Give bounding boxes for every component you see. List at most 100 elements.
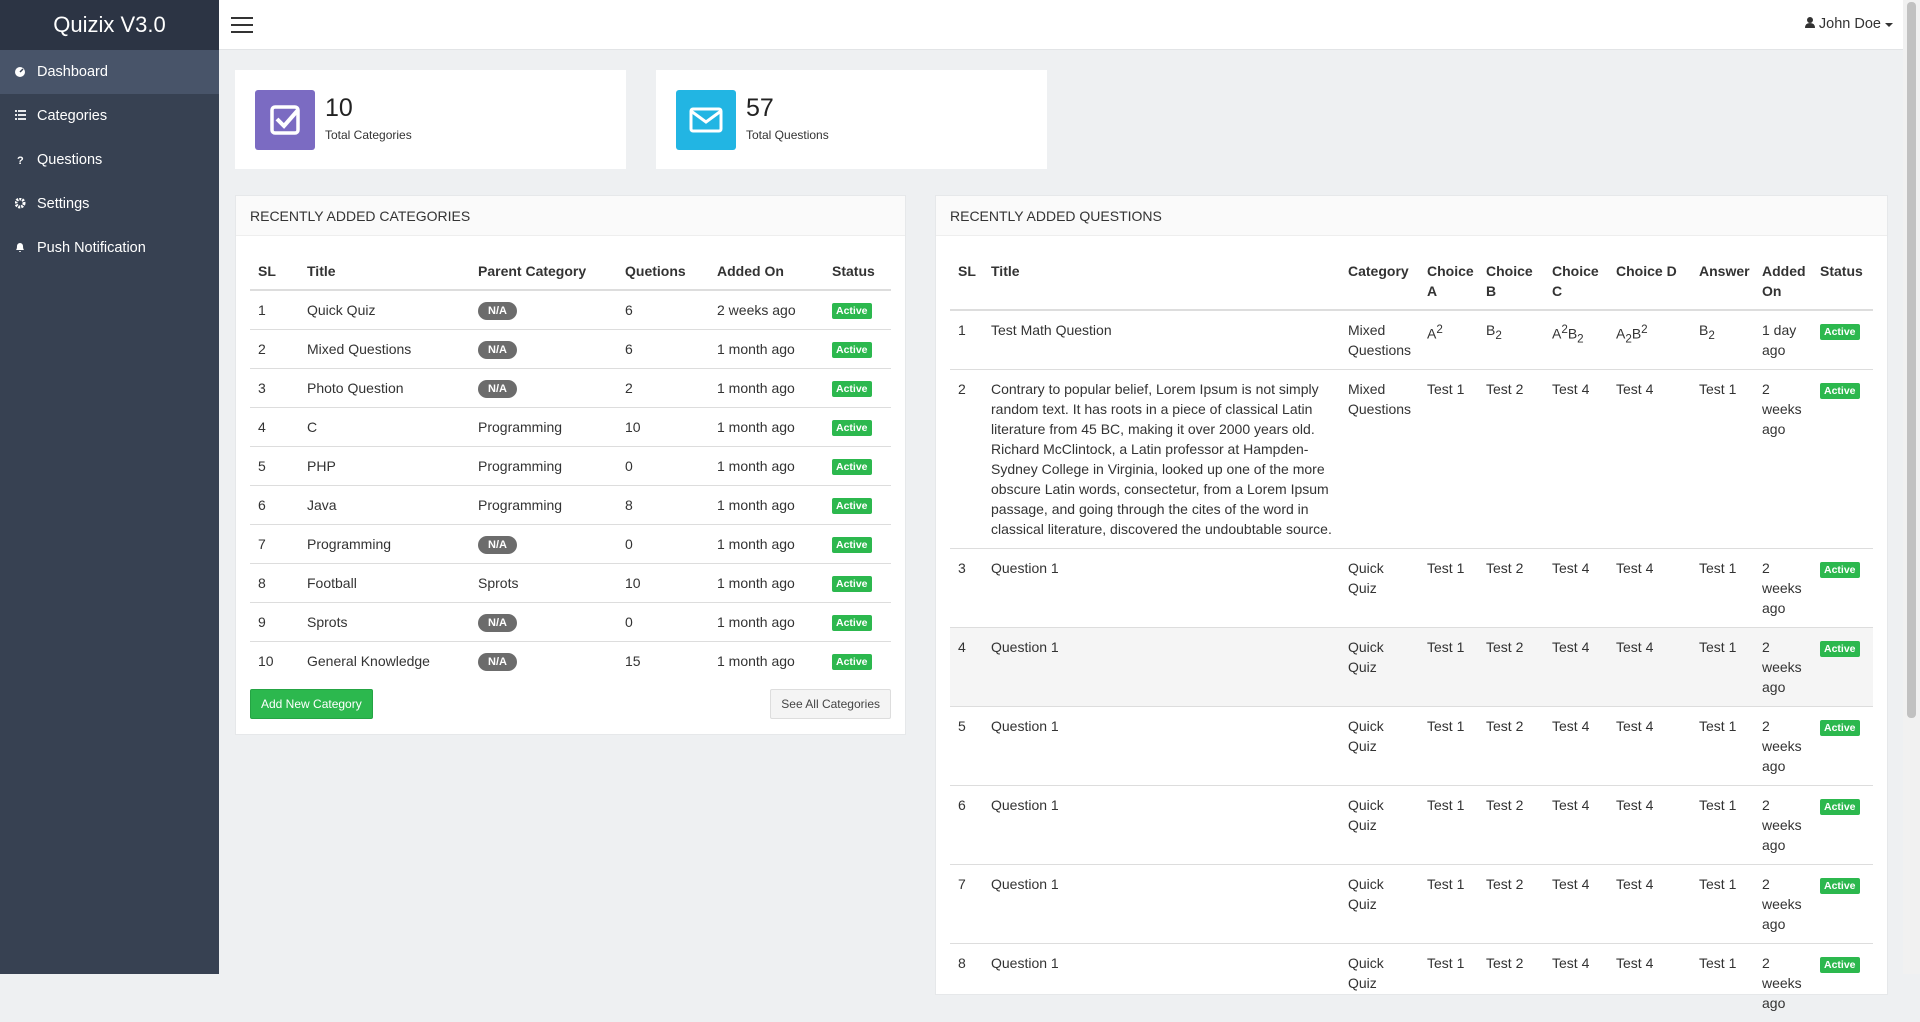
menu-toggle[interactable] [231, 16, 253, 34]
cell-text: Question 1 [991, 560, 1059, 576]
cell-text: 1 month ago [717, 575, 795, 591]
status-badge: Active [832, 654, 872, 670]
table-cell: A2B2 [1608, 310, 1691, 370]
cell-text: 10 [625, 419, 641, 435]
table-cell: 6 [950, 786, 983, 865]
nav-label: Categories [37, 108, 107, 124]
table-cell: Contrary to popular belief, Lorem Ipsum … [983, 370, 1340, 549]
badge: N/A [478, 341, 517, 359]
cell-text: B [1486, 322, 1495, 338]
table-cell: Question 1 [983, 944, 1340, 1022]
table-cell: Programming [470, 408, 617, 447]
table-cell: Quick Quiz [299, 290, 470, 330]
table-cell: 0 [617, 447, 709, 486]
cell-text: 10 [625, 575, 641, 591]
table-cell: N/A [470, 330, 617, 369]
cell-text: 6 [958, 797, 966, 813]
scroll-thumb[interactable] [1907, 2, 1916, 718]
nav-item[interactable]: Push Notification [0, 226, 219, 270]
cell-text: Test 1 [1699, 876, 1736, 892]
badge: N/A [478, 653, 517, 671]
cell-text: Test 4 [1616, 876, 1653, 892]
nav-item[interactable]: Dashboard [0, 50, 219, 94]
table-cell: 2 [617, 369, 709, 408]
add-category-button[interactable]: Add New Category [250, 689, 373, 719]
table-cell: Active [824, 564, 891, 603]
table-cell: Mixed Questions [1340, 370, 1419, 549]
cell-text: 2 [1641, 323, 1647, 336]
table-cell: Test 4 [1608, 707, 1691, 786]
cell-text: 7 [258, 536, 266, 552]
table-cell: 1 [250, 290, 299, 330]
cell-text: 6 [258, 497, 266, 513]
table-cell: Quick Quiz [1340, 628, 1419, 707]
table-cell: 3 [250, 369, 299, 408]
cell-text: Test 2 [1486, 381, 1523, 397]
table-cell: Active [1812, 628, 1873, 707]
table-cell: Programming [470, 486, 617, 525]
cell-text: C [307, 419, 317, 435]
cell-text: Test 1 [1699, 560, 1736, 576]
cell-text: A [1552, 326, 1561, 342]
table-cell: Active [824, 525, 891, 564]
nav-item[interactable]: ?Questions [0, 138, 219, 182]
status-badge: Active [832, 303, 872, 319]
table-cell: 15 [617, 642, 709, 681]
nav-icon: ? [15, 154, 26, 166]
table-cell: Test 4 [1544, 707, 1608, 786]
table-cell: 2 weeks ago [1754, 786, 1812, 865]
table-cell: 5 [250, 447, 299, 486]
cell-text: Quick Quiz [1348, 797, 1384, 833]
table-cell: Test 1 [1419, 707, 1478, 786]
cell-text: Test Math Question [991, 322, 1112, 338]
table-cell: 1 month ago [709, 564, 824, 603]
cell-text: 7 [958, 876, 966, 892]
table-cell: Quick Quiz [1340, 549, 1419, 628]
user-menu[interactable]: John Doe [1805, 16, 1893, 32]
table-cell: 2 weeks ago [1754, 628, 1812, 707]
cell-text: Test 1 [1427, 381, 1464, 397]
nav-item[interactable]: Settings [0, 182, 219, 226]
brand[interactable]: Quizix V3.0 [0, 0, 219, 50]
table-cell: Test 4 [1608, 944, 1691, 1022]
table-cell: 1 month ago [709, 330, 824, 369]
stat-card: 10 Total Categories [235, 70, 626, 169]
cell-text: PHP [307, 458, 336, 474]
nav-item[interactable]: Categories [0, 94, 219, 138]
panel-title: RECENTLY ADDED QUESTIONS [936, 196, 1887, 236]
table-cell: Active [1812, 786, 1873, 865]
scrollbar[interactable] [1903, 0, 1920, 974]
table-cell: Test 4 [1608, 549, 1691, 628]
see-all-button[interactable]: See All Categories [770, 689, 891, 719]
table-cell: 5 [950, 707, 983, 786]
cell-text: 2 weeks ago [1762, 718, 1802, 774]
status-badge: Active [1820, 641, 1860, 657]
table-cell: Test 1 [1419, 628, 1478, 707]
cell-text: 2 weeks ago [1762, 560, 1802, 616]
status-badge: Active [832, 576, 872, 592]
table-cell: Photo Question [299, 369, 470, 408]
nav-icon [15, 110, 26, 122]
cell-text: 1 month ago [717, 497, 795, 513]
table-cell: Active [824, 330, 891, 369]
cell-text: Test 2 [1486, 955, 1523, 971]
column-header: Quetions [617, 251, 709, 290]
table-cell: 10 [617, 408, 709, 447]
table-cell: 1 month ago [709, 486, 824, 525]
table-cell: C [299, 408, 470, 447]
column-header: Added On [1754, 251, 1812, 310]
nav-icon [15, 198, 26, 210]
table-cell: N/A [470, 603, 617, 642]
table-cell: B2 [1691, 310, 1754, 370]
cell-text: Test 2 [1486, 560, 1523, 576]
status-badge: Active [832, 537, 872, 553]
